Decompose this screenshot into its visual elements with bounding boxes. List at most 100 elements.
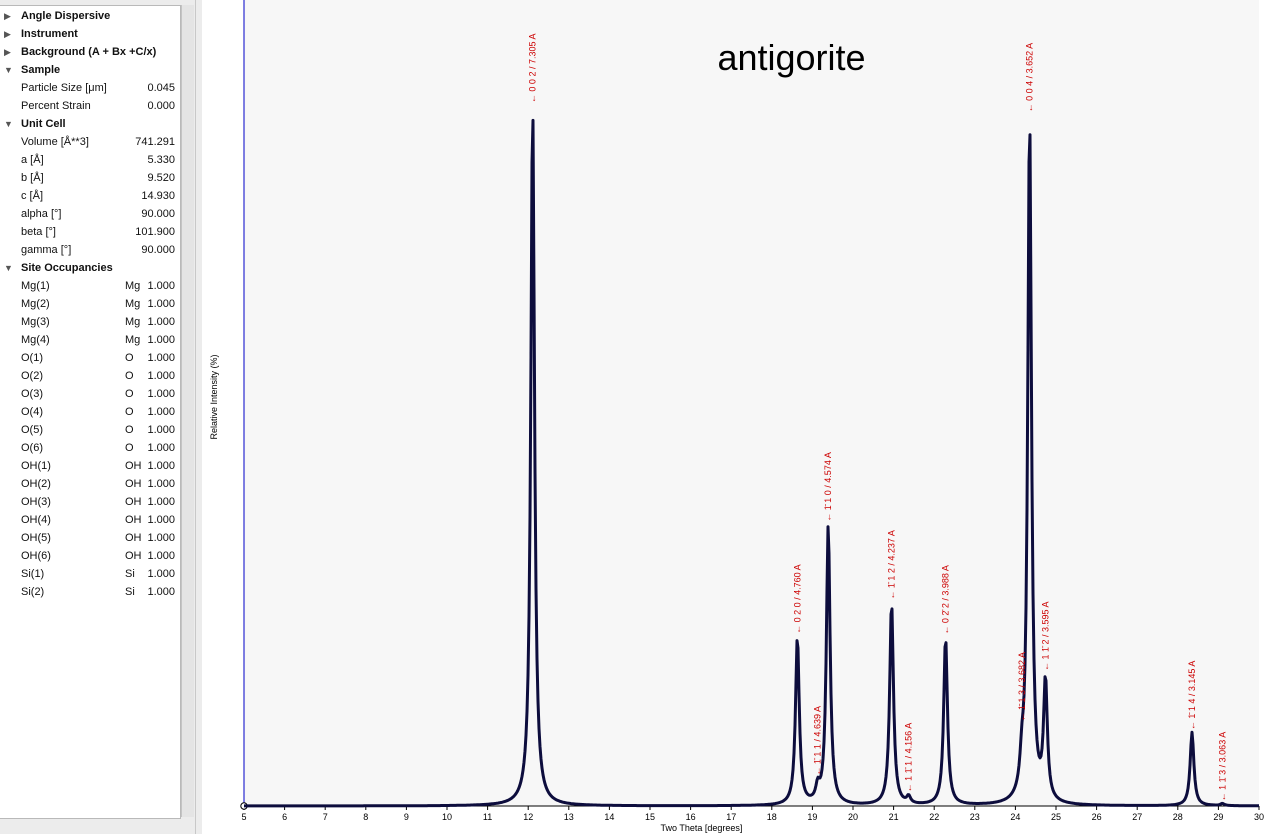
site-occupancy[interactable]: 1.000 <box>147 586 175 598</box>
parameter-name: Volume [Å**3] <box>21 136 89 148</box>
site-occupancy[interactable]: 1.000 <box>147 334 175 346</box>
site-occupancy[interactable]: 1.000 <box>147 550 175 562</box>
tree-section-label: Sample <box>21 64 61 76</box>
site-name: OH(1) <box>21 460 51 472</box>
parameter-value[interactable]: 14.930 <box>141 190 175 202</box>
site-row[interactable]: Mg(4) Mg 1.000 <box>0 331 180 349</box>
site-row[interactable]: OH(4) OH 1.000 <box>0 511 180 529</box>
site-row[interactable]: O(5) O 1.000 <box>0 421 180 439</box>
site-element: Si <box>125 586 135 598</box>
site-occupancy[interactable]: 1.000 <box>147 406 175 418</box>
parameter-row[interactable]: b [Å] 9.520 <box>0 169 180 187</box>
parameter-value[interactable]: 741.291 <box>135 136 175 148</box>
x-tick-label: 13 <box>564 812 574 822</box>
site-row[interactable]: OH(6) OH 1.000 <box>0 547 180 565</box>
site-element: O <box>125 442 134 454</box>
site-occupancy[interactable]: 1.000 <box>147 388 175 400</box>
parameter-row[interactable]: Particle Size [μm] 0.045 <box>0 79 180 97</box>
site-row[interactable]: O(1) O 1.000 <box>0 349 180 367</box>
site-occupancy[interactable]: 1.000 <box>147 280 175 292</box>
parameter-value[interactable]: 101.900 <box>135 226 175 238</box>
site-occupancy[interactable]: 1.000 <box>147 460 175 472</box>
site-occupancy[interactable]: 1.000 <box>147 316 175 328</box>
site-element: O <box>125 370 134 382</box>
site-row[interactable]: O(2) O 1.000 <box>0 367 180 385</box>
tree-section-instrument[interactable]: ▶ Instrument <box>0 25 180 43</box>
parameter-value[interactable]: 5.330 <box>147 154 175 166</box>
site-element: OH <box>125 532 142 544</box>
site-name: Mg(2) <box>21 298 50 310</box>
site-element: O <box>125 406 134 418</box>
peak-label: ← 1̄ 1 3 / 3.682 A <box>1017 652 1027 722</box>
parameter-value[interactable]: 0.045 <box>147 82 175 94</box>
parameter-row[interactable]: c [Å] 14.930 <box>0 187 180 205</box>
parameter-row[interactable]: beta [°] 101.900 <box>0 223 180 241</box>
site-row[interactable]: OH(1) OH 1.000 <box>0 457 180 475</box>
parameter-row[interactable]: Percent Strain 0.000 <box>0 97 180 115</box>
site-row[interactable]: OH(3) OH 1.000 <box>0 493 180 511</box>
parameter-name: b [Å] <box>21 172 44 184</box>
site-row[interactable]: O(6) O 1.000 <box>0 439 180 457</box>
tree-section-unit-cell[interactable]: ▼ Unit Cell <box>0 115 180 133</box>
site-row[interactable]: OH(2) OH 1.000 <box>0 475 180 493</box>
tree-scrollbar[interactable] <box>181 5 194 817</box>
x-tick-label: 22 <box>929 812 939 822</box>
triangle-down-icon[interactable]: ▼ <box>4 263 13 273</box>
parameter-row[interactable]: Volume [Å**3] 741.291 <box>0 133 180 151</box>
site-occupancy[interactable]: 1.000 <box>147 478 175 490</box>
parameter-name: Particle Size [μm] <box>21 82 107 94</box>
site-name: OH(2) <box>21 478 51 490</box>
site-occupancy[interactable]: 1.000 <box>147 496 175 508</box>
site-occupancy[interactable]: 1.000 <box>147 424 175 436</box>
site-occupancy[interactable]: 1.000 <box>147 514 175 526</box>
tree-section-angle-dispersive[interactable]: ▶ Angle Dispersive <box>0 7 180 25</box>
x-tick-label: 28 <box>1173 812 1183 822</box>
parameter-value[interactable]: 90.000 <box>141 244 175 256</box>
site-row[interactable]: Mg(2) Mg 1.000 <box>0 295 180 313</box>
site-name: O(5) <box>21 424 43 436</box>
parameter-row[interactable]: a [Å] 5.330 <box>0 151 180 169</box>
site-occupancy[interactable]: 1.000 <box>147 568 175 580</box>
site-row[interactable]: Si(2) Si 1.000 <box>0 583 180 601</box>
tree-section-background-a-bx-c-x[interactable]: ▶ Background (A + Bx +C/x) <box>0 43 180 61</box>
x-tick-label: 24 <box>1010 812 1020 822</box>
site-row[interactable]: O(4) O 1.000 <box>0 403 180 421</box>
site-occupancy[interactable]: 1.000 <box>147 532 175 544</box>
triangle-right-icon[interactable]: ▶ <box>4 29 11 39</box>
site-occupancy[interactable]: 1.000 <box>147 352 175 364</box>
parameter-row[interactable]: alpha [°] 90.000 <box>0 205 180 223</box>
site-occupancy[interactable]: 1.000 <box>147 442 175 454</box>
site-element: O <box>125 388 134 400</box>
peak-label: ← 1̄ 1 4 / 3.145 A <box>1187 661 1197 731</box>
site-name: Si(1) <box>21 568 45 580</box>
x-tick-label: 19 <box>807 812 817 822</box>
parameter-value[interactable]: 9.520 <box>147 172 175 184</box>
x-tick-label: 12 <box>523 812 533 822</box>
triangle-down-icon[interactable]: ▼ <box>4 65 13 75</box>
peak-label: ← 1̄ 1 2 / 4.237 A <box>887 530 897 600</box>
site-row[interactable]: Mg(1) Mg 1.000 <box>0 277 180 295</box>
peak-label: ← 1̄ 1 0 / 4.574 A <box>823 452 833 522</box>
triangle-down-icon[interactable]: ▼ <box>4 119 13 129</box>
triangle-right-icon[interactable]: ▶ <box>4 11 11 21</box>
site-row[interactable]: O(3) O 1.000 <box>0 385 180 403</box>
parameter-value[interactable]: 90.000 <box>141 208 175 220</box>
tree-section-sample[interactable]: ▼ Sample <box>0 61 180 79</box>
x-tick-label: 9 <box>404 812 409 822</box>
tree-section-site-occupancies[interactable]: ▼ Site Occupancies <box>0 259 180 277</box>
triangle-right-icon[interactable]: ▶ <box>4 47 11 57</box>
peak-label: ← 0 2̄ 2 / 3.988 A <box>941 565 951 635</box>
site-name: O(3) <box>21 388 43 400</box>
parameter-row[interactable]: gamma [°] 90.000 <box>0 241 180 259</box>
x-tick-label: 23 <box>970 812 980 822</box>
site-occupancy[interactable]: 1.000 <box>147 370 175 382</box>
site-element: OH <box>125 496 142 508</box>
site-row[interactable]: OH(5) OH 1.000 <box>0 529 180 547</box>
site-row[interactable]: Si(1) Si 1.000 <box>0 565 180 583</box>
parameter-value[interactable]: 0.000 <box>147 100 175 112</box>
peak-label: ← 1 1̄ 2 / 3.595 A <box>1040 601 1050 671</box>
x-tick-label: 5 <box>241 812 246 822</box>
site-row[interactable]: Mg(3) Mg 1.000 <box>0 313 180 331</box>
site-occupancy[interactable]: 1.000 <box>147 298 175 310</box>
parameter-tree[interactable]: ▶ Angle Dispersive ▶ Instrument ▶ Background … <box>0 5 181 819</box>
